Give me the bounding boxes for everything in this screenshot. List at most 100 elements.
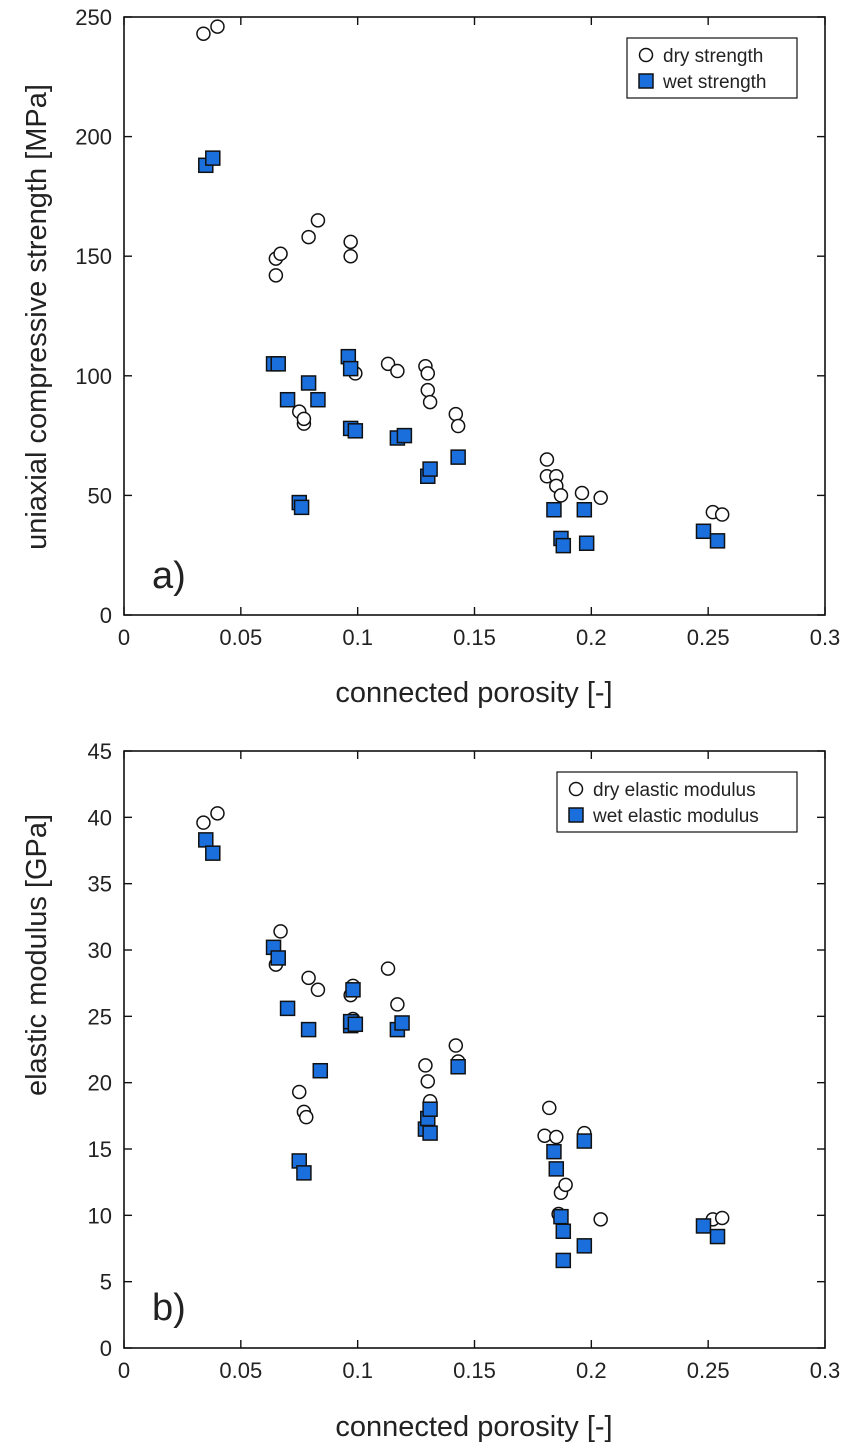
data-point-dry — [296, 411, 312, 427]
data-point-wet — [198, 832, 214, 848]
data-point-dry — [380, 961, 396, 976]
data-point-wet — [293, 499, 310, 516]
data-point-wet — [279, 391, 296, 408]
y-tick-label: 100 — [75, 364, 112, 389]
data-point-wet — [394, 1015, 410, 1031]
y-tick-label: 150 — [75, 244, 112, 269]
data-point-dry — [420, 382, 436, 398]
data-point-dry — [448, 406, 464, 422]
legend-label: dry strength — [663, 46, 763, 67]
data-point-wet — [578, 535, 595, 551]
panel-label: a) — [152, 555, 186, 597]
x-tick-label: 0.05 — [219, 1358, 262, 1383]
data-point-wet — [576, 502, 593, 518]
x-axis-title: connected porosity [-] — [335, 677, 612, 709]
data-point-dry — [301, 229, 316, 245]
panel-b-elastic-modulus: b) connected porosity [-] elastic modulu… — [21, 739, 840, 1443]
data-point-dry — [420, 1074, 436, 1089]
data-point-wet — [300, 1021, 317, 1038]
x-tick-label: 0.25 — [687, 625, 730, 650]
data-point-wet — [270, 950, 286, 966]
y-tick-label: 0 — [100, 603, 112, 628]
legend-box — [556, 771, 798, 833]
data-point-dry — [343, 234, 358, 250]
data-point-wet — [450, 449, 466, 465]
data-point-wet — [555, 537, 572, 554]
data-point-wet — [205, 150, 221, 166]
data-point-wet — [576, 1133, 593, 1149]
y-tick-label: 10 — [88, 1203, 112, 1228]
panel-a-compressive-strength: a) connected porosity [-] uniaxial compr… — [21, 5, 840, 709]
data-point-wet — [709, 1228, 726, 1245]
data-point-dry — [210, 19, 225, 34]
data-point-wet — [548, 1161, 565, 1177]
legend-marker-wet — [568, 807, 584, 823]
y-tick-label: 15 — [88, 1137, 112, 1162]
x-tick-label: 0.15 — [453, 625, 496, 650]
data-point-dry — [310, 213, 326, 228]
data-point-dry — [273, 924, 288, 939]
y-tick-label: 0 — [100, 1336, 112, 1361]
x-tick-label: 0 — [118, 625, 130, 650]
data-point-dry — [558, 1177, 573, 1193]
data-point-wet — [205, 845, 221, 861]
panel-label: b) — [152, 1287, 186, 1329]
data-point-dry — [542, 1100, 557, 1116]
data-point-dry — [390, 997, 405, 1012]
legend-marker-dry — [638, 47, 654, 63]
y-tick-label: 20 — [88, 1071, 112, 1096]
data-point-wet — [546, 1143, 562, 1160]
data-point-dry — [593, 1212, 608, 1227]
x-tick-label: 0.1 — [342, 1358, 373, 1383]
data-point-wet — [553, 1208, 569, 1225]
data-point-wet — [300, 375, 317, 391]
data-point-wet — [347, 423, 364, 439]
data-point-dry — [310, 982, 326, 998]
x-axis-title: connected porosity [-] — [335, 1411, 612, 1443]
legend-label: wet elastic modulus — [592, 806, 759, 827]
legend-box — [626, 37, 798, 99]
legend-label: wet strength — [662, 72, 767, 93]
legend-label: dry elastic modulus — [593, 780, 756, 801]
plot-frame — [123, 16, 826, 616]
data-point-dry — [450, 418, 466, 434]
y-tick-label: 5 — [100, 1270, 112, 1295]
data-point-dry — [273, 246, 288, 262]
data-point-wet — [450, 1058, 466, 1075]
data-point-dry — [299, 1109, 314, 1125]
x-tick-label: 0.3 — [810, 1358, 841, 1383]
data-point-dry — [343, 248, 358, 264]
data-point-dry — [574, 485, 590, 501]
y-axis-title: uniaxial compressive strength [MPa] — [21, 84, 53, 550]
data-point-wet — [576, 1238, 593, 1254]
data-point-wet — [695, 523, 712, 540]
data-point-wet — [695, 1218, 712, 1234]
y-tick-label: 50 — [88, 483, 112, 508]
data-point-wet — [279, 1000, 296, 1017]
data-point-wet — [422, 461, 438, 477]
data-point-dry — [390, 363, 405, 379]
data-point-dry — [210, 806, 225, 821]
x-tick-label: 0.1 — [342, 625, 373, 650]
x-tick-label: 0.15 — [453, 1358, 496, 1383]
data-point-dry — [448, 1038, 464, 1053]
data-point-dry — [714, 1210, 730, 1226]
data-point-wet — [546, 502, 562, 518]
data-point-wet — [270, 356, 286, 372]
data-point-wet — [347, 1016, 364, 1033]
y-tick-label: 25 — [88, 1004, 112, 1029]
data-point-wet — [422, 1101, 438, 1117]
y-tick-label: 250 — [75, 5, 112, 30]
y-axis-title: elastic modulus [GPa] — [21, 814, 53, 1096]
data-point-dry — [268, 268, 284, 283]
data-point-dry — [422, 394, 438, 410]
data-point-dry — [301, 970, 316, 986]
data-point-wet — [345, 982, 361, 998]
x-tick-label: 0.2 — [576, 625, 607, 650]
data-point-wet — [342, 360, 359, 377]
y-tick-label: 30 — [88, 938, 112, 963]
x-tick-label: 0.25 — [687, 1358, 730, 1383]
data-point-dry — [593, 490, 608, 506]
y-tick-label: 40 — [88, 805, 112, 830]
